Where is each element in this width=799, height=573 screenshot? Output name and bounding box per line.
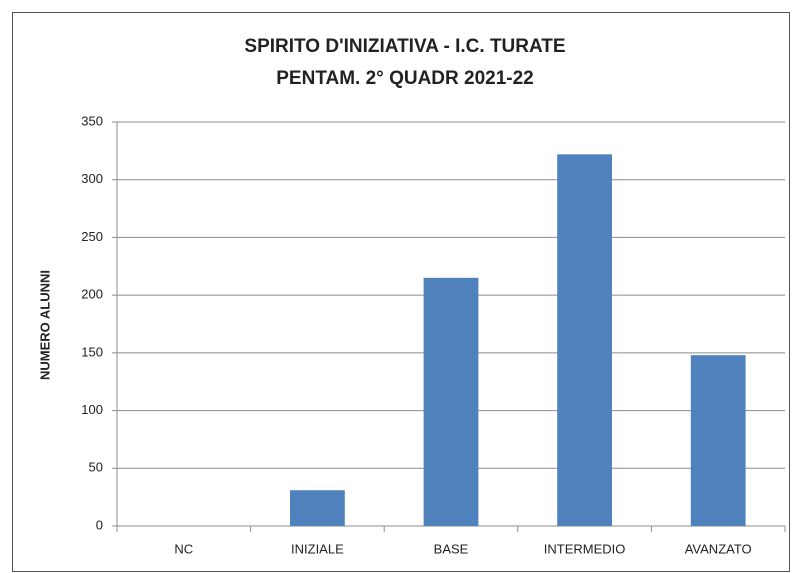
y-tick-label: 350 — [81, 113, 103, 128]
bar — [690, 355, 746, 526]
y-tick-label: 100 — [81, 402, 103, 417]
y-tick-label: 150 — [81, 344, 103, 359]
x-tick-label: INIZIALE — [291, 541, 344, 556]
y-axis-label: NUMERO ALUNNI — [37, 270, 52, 380]
x-tick-label: BASE — [434, 541, 469, 556]
y-tick-label: 50 — [89, 460, 103, 475]
y-tick-label: 250 — [81, 229, 103, 244]
bar — [290, 490, 345, 526]
x-tick-label: NC — [174, 541, 193, 556]
bar — [423, 277, 479, 526]
y-tick-label: 200 — [81, 287, 103, 302]
x-tick-label: AVANZATO — [685, 541, 752, 556]
y-tick-label: 0 — [96, 517, 103, 532]
x-tick-label: INTERMEDIO — [544, 541, 626, 556]
chart-border — [12, 12, 790, 572]
chart-title: SPIRITO D'INIZIATIVA - I.C. TURATE — [244, 36, 565, 57]
chart-subtitle: PENTAM. 2° QUADR 2021-22 — [276, 68, 533, 89]
y-tick-label: 300 — [81, 171, 103, 186]
bar — [557, 154, 612, 526]
